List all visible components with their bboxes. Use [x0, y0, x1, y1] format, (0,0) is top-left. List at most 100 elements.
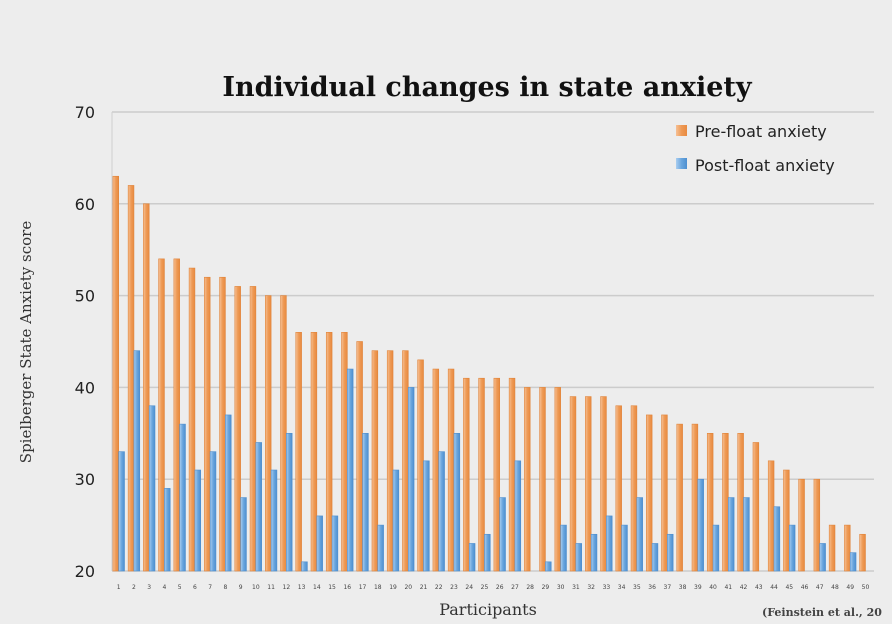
bar-post-float: [697, 478, 704, 572]
x-tick-label: 29: [542, 584, 550, 591]
bar-post-float: [667, 533, 674, 572]
bar-post-float: [514, 460, 522, 572]
bar-pre-float: [554, 387, 561, 572]
x-tick-label: 49: [846, 584, 854, 591]
bar-pre-float: [615, 405, 622, 572]
bar-post-float: [621, 524, 628, 572]
bar-post-float: [712, 524, 720, 572]
legend-swatch-post: [676, 158, 687, 169]
bar-post-float: [209, 451, 217, 572]
y-tick-label: 20: [75, 562, 95, 581]
x-tick-label: 22: [435, 584, 443, 591]
bar-post-float: [331, 515, 339, 572]
bar-pre-float: [844, 524, 851, 572]
bar-pre-float: [325, 332, 333, 572]
y-tick-label: 30: [75, 470, 95, 489]
x-tick-label: 26: [496, 584, 504, 591]
bar-pre-float: [859, 533, 866, 572]
legend-label-post: Post-float anxiety: [695, 156, 835, 175]
x-tick-label: 50: [862, 584, 870, 591]
bar-pre-float: [722, 432, 729, 572]
bar-post-float: [636, 497, 643, 572]
bar-pre-float: [295, 332, 302, 572]
x-tick-label: 5: [178, 584, 182, 591]
bar-post-float: [545, 561, 552, 572]
y-tick-label: 40: [75, 378, 95, 397]
bar-pre-float: [813, 478, 821, 572]
bar-pre-float: [691, 423, 699, 572]
x-axis-label: Participants: [439, 600, 537, 619]
bar-pre-float: [127, 185, 135, 572]
x-tick-label: 30: [557, 584, 565, 591]
x-tick-label: 35: [633, 584, 641, 591]
legend-label-pre: Pre-float anxiety: [695, 122, 827, 141]
bar-post-float: [286, 432, 293, 572]
x-tick-label: 1: [117, 584, 121, 591]
bar-pre-float: [356, 341, 363, 572]
x-tick-label: 31: [572, 584, 580, 591]
bar-pre-float: [158, 258, 165, 572]
chart-title: Individual changes in state anxiety: [222, 72, 752, 103]
bar-post-float: [377, 524, 384, 572]
x-tick-label: 44: [770, 584, 778, 591]
bar-post-float: [225, 414, 232, 572]
bar-post-float: [438, 451, 445, 572]
bar-post-float: [301, 561, 308, 572]
x-tick-label: 19: [389, 584, 397, 591]
bar-pre-float: [402, 350, 409, 572]
x-tick-label: 20: [404, 584, 412, 591]
x-tick-label: 33: [603, 584, 611, 591]
bar-pre-float: [447, 368, 455, 572]
bar-pre-float: [188, 267, 196, 572]
bar-pre-float: [646, 414, 653, 572]
x-tick-label: 18: [374, 584, 382, 591]
legend: Pre-float anxiety Post-float anxiety: [676, 122, 835, 175]
x-tick-label: 45: [785, 584, 793, 591]
bar-pre-float: [676, 423, 683, 572]
bar-pre-float: [112, 175, 120, 572]
bar-pre-float: [280, 295, 287, 572]
bar-post-float: [651, 543, 659, 572]
x-tick-label: 24: [465, 584, 473, 591]
x-tick-label: 7: [208, 584, 212, 591]
x-tick-label: 21: [420, 584, 428, 591]
bar-post-float: [255, 442, 262, 572]
x-tick-label: 9: [239, 584, 243, 591]
bar-pre-float: [386, 350, 394, 572]
bar-post-float: [407, 387, 415, 572]
x-tick-label: 39: [694, 584, 702, 591]
x-tick-label: 14: [313, 584, 321, 591]
y-tick-label: 50: [75, 287, 95, 306]
bar-pre-float: [219, 276, 226, 572]
bar-pre-float: [569, 396, 577, 572]
x-tick-label: 43: [755, 584, 763, 591]
x-tick-label: 4: [163, 584, 167, 591]
x-tick-label: 17: [359, 584, 367, 591]
bar-post-float: [468, 543, 476, 572]
bar-post-float: [270, 469, 278, 572]
bar-pre-float: [204, 276, 211, 572]
x-tick-label: 38: [679, 584, 687, 591]
bar-post-float: [316, 515, 323, 572]
x-tick-label: 40: [709, 584, 717, 591]
bars: [112, 175, 866, 572]
x-tick-label: 10: [252, 584, 260, 591]
bar-post-float: [133, 350, 141, 572]
x-tick-label: 27: [511, 584, 519, 591]
bar-pre-float: [524, 387, 531, 572]
bar-pre-float: [249, 286, 257, 572]
bar-post-float: [849, 552, 857, 572]
bar-pre-float: [371, 350, 379, 572]
bar-post-float: [118, 451, 125, 572]
x-tick-labels: 1 2 3 4 5 6 7 8 9 10 11 12 13 14 15 16 17 18 19 20 21 22 23 24 2…: [117, 584, 870, 591]
bar-pre-float: [143, 203, 150, 572]
x-tick-label: 42: [740, 584, 748, 591]
bar-pre-float: [798, 478, 805, 572]
bar-post-float: [453, 432, 461, 572]
bar-pre-float: [508, 377, 516, 572]
bar-post-float: [788, 524, 796, 572]
x-tick-label: 16: [343, 584, 351, 591]
bar-post-float: [575, 543, 582, 572]
x-tick-label: 47: [816, 584, 824, 591]
bar-pre-float: [417, 359, 424, 572]
